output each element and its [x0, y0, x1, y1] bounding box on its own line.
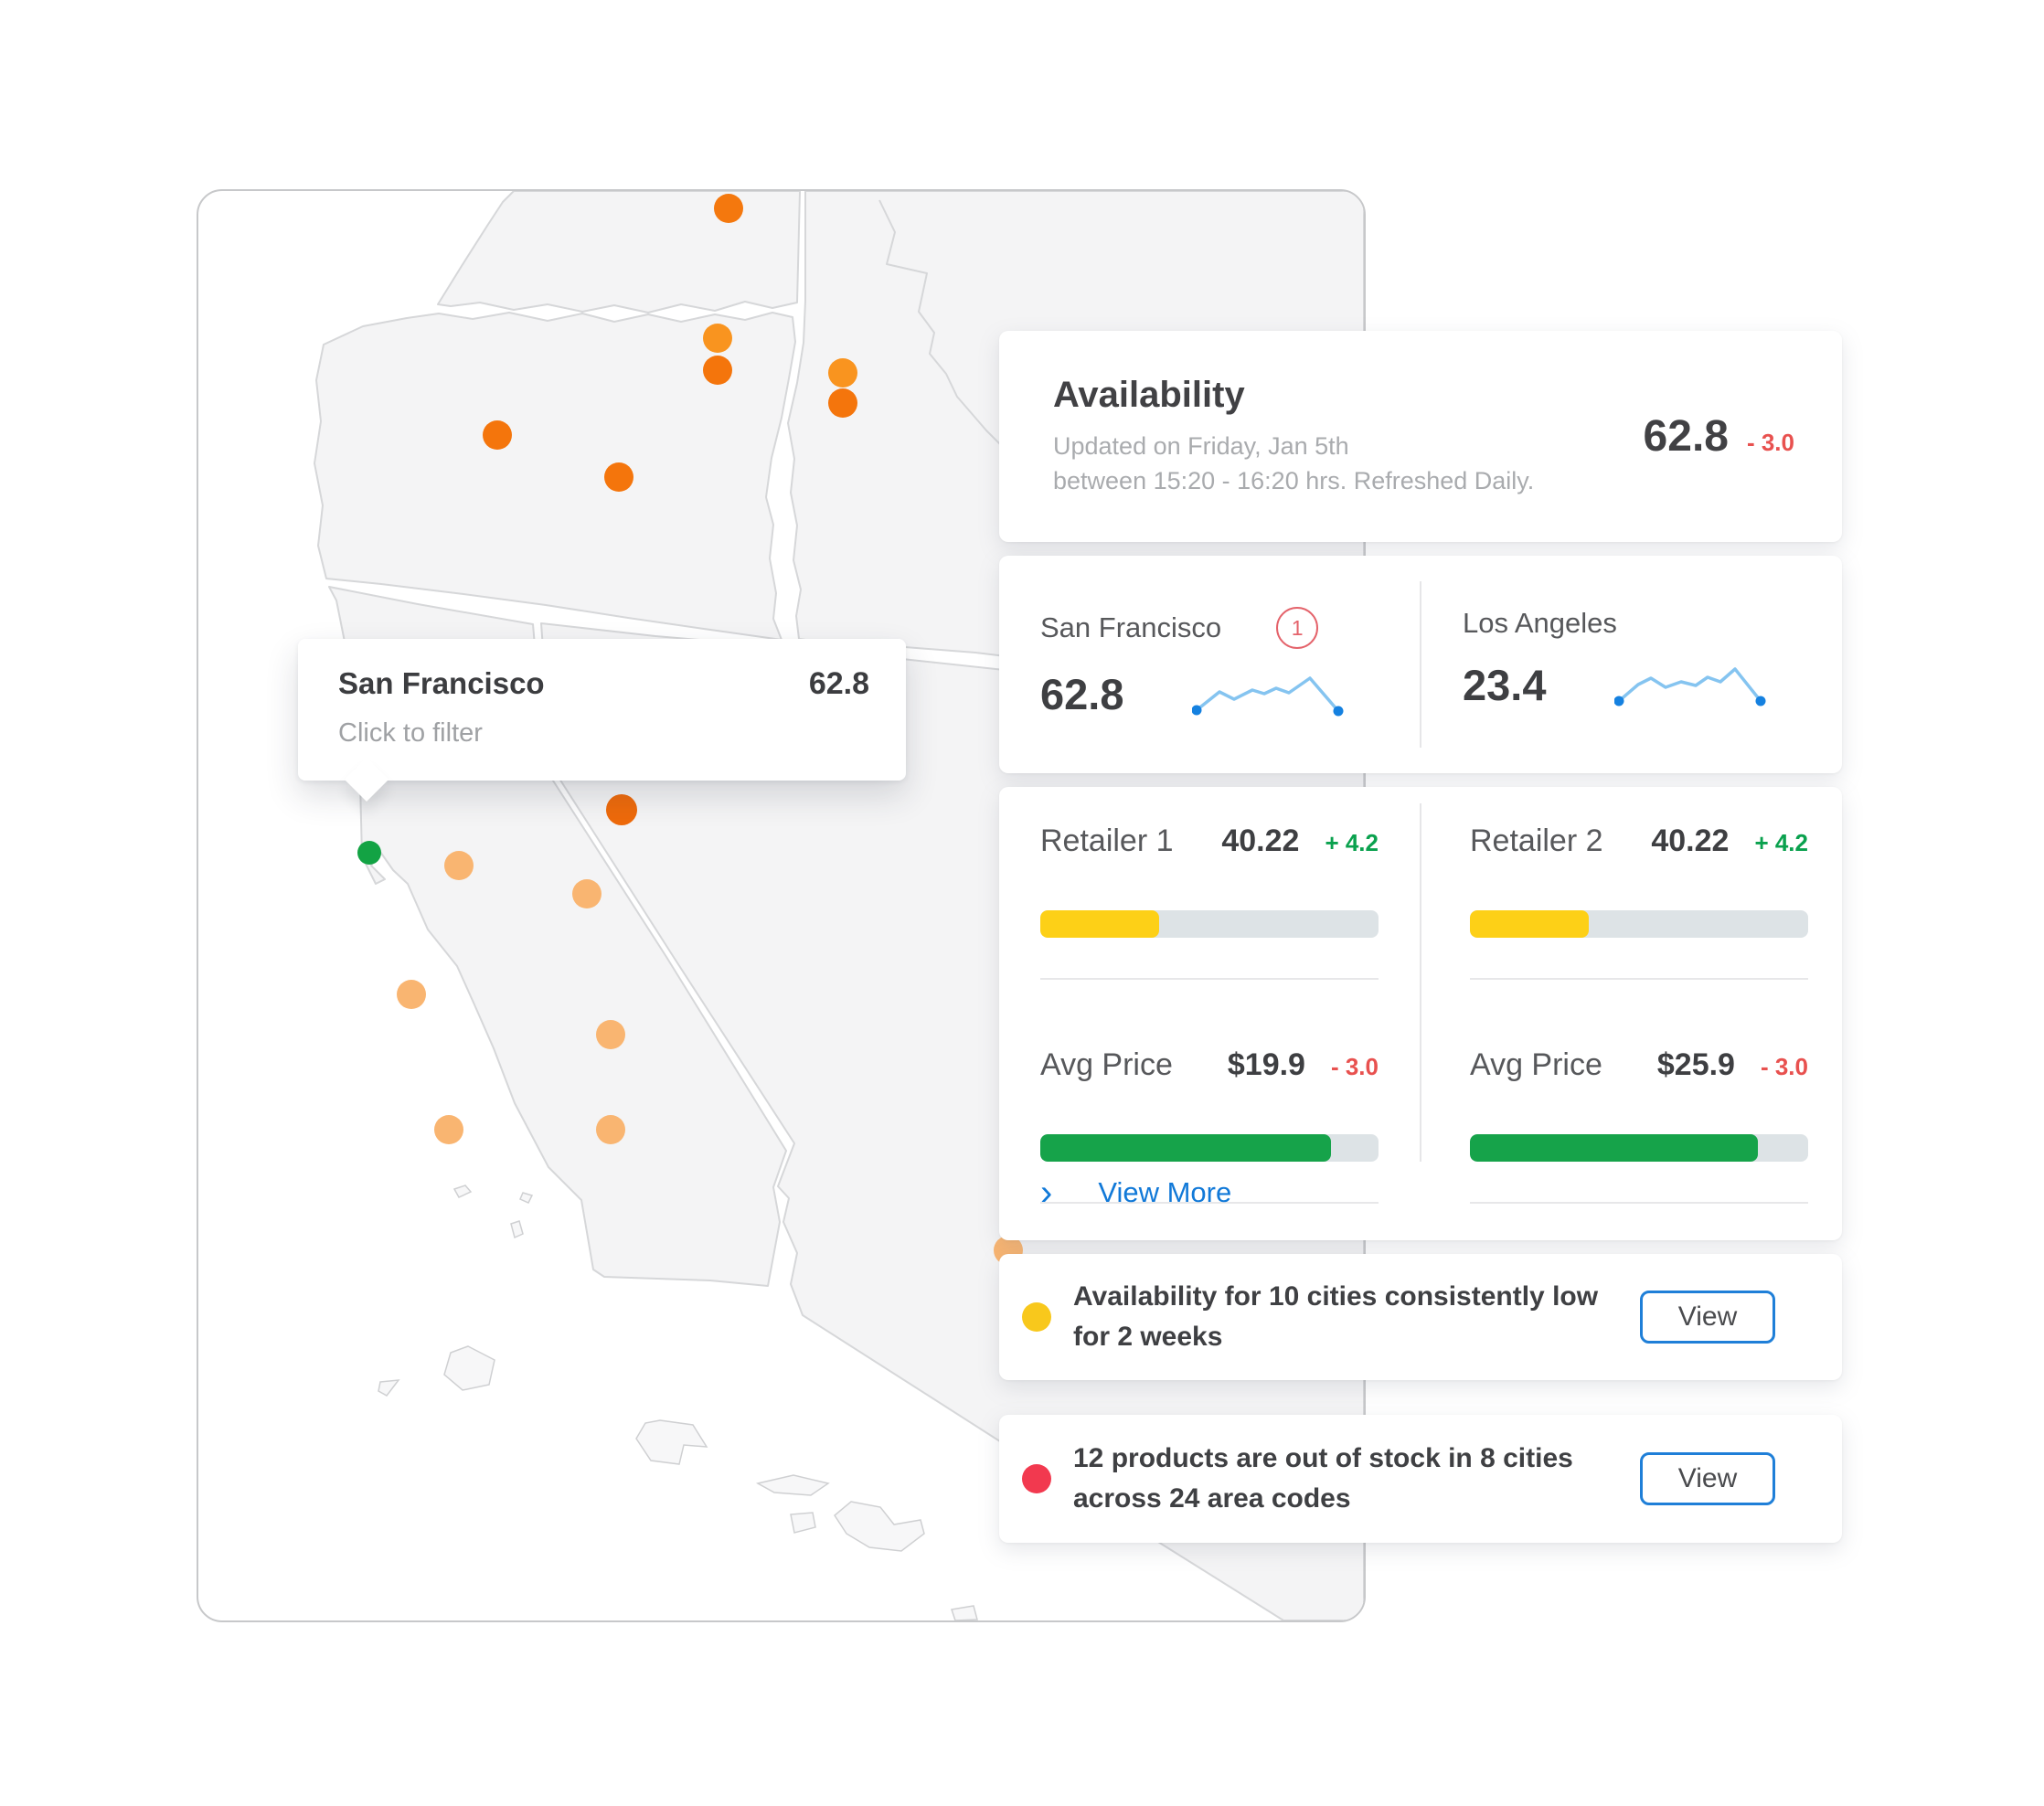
city-marker-dot-low[interactable]	[714, 194, 743, 223]
alert-count-badge[interactable]: 1	[1276, 607, 1319, 649]
alert-text: Availability for 10 cities consistently …	[1073, 1281, 1599, 1352]
vertical-divider	[1420, 803, 1421, 1162]
city-value: 62.8	[1040, 670, 1124, 718]
retailer-progress-fill	[1040, 910, 1159, 938]
horizontal-divider	[1470, 978, 1808, 980]
city-marker-dot-low[interactable]	[828, 358, 857, 388]
retailer-progress-fill	[1470, 910, 1589, 938]
chevron-right-icon: ›	[1040, 1173, 1053, 1213]
city-marker-dot-medium[interactable]	[596, 1020, 625, 1049]
city-marker-dot-medium[interactable]	[596, 1115, 625, 1144]
city-block-san-francisco[interactable]: San Francisco 1 62.8	[999, 556, 1379, 773]
alert-row-out-of-stock: 12 products are out of stock in 8 cities…	[999, 1415, 1842, 1543]
availability-title: Availability	[1053, 375, 1245, 415]
city-marker-dot-low[interactable]	[606, 794, 637, 825]
city-name: San Francisco	[1040, 611, 1222, 643]
critical-dot-icon	[1022, 1464, 1051, 1493]
avg-price-progress-fill	[1470, 1134, 1758, 1162]
vertical-divider	[1420, 581, 1421, 748]
view-button[interactable]: View	[1640, 1291, 1775, 1344]
horizontal-divider	[1040, 978, 1379, 980]
view-more-link[interactable]: › View More	[1040, 1173, 1232, 1213]
horizontal-divider	[1040, 1202, 1379, 1204]
availability-updated-line2: between 15:20 - 16:20 hrs. Refreshed Dai…	[1053, 467, 1535, 494]
alert-row-availability-low: Availability for 10 cities consistently …	[999, 1254, 1842, 1380]
alert-text: 12 products are out of stock in 8 cities…	[1073, 1443, 1573, 1514]
avg-price-progress-fill	[1040, 1134, 1332, 1162]
retailer-value: 40.22	[1221, 823, 1300, 858]
availability-summary-card: Availability Updated on Friday, Jan 5th …	[999, 331, 1842, 542]
sparkline-endpoint-dot	[1755, 696, 1766, 706]
availability-updated-line1: Updated on Friday, Jan 5th	[1053, 432, 1349, 460]
map-region-oregon	[314, 312, 796, 641]
city-marker-dot-low[interactable]	[703, 324, 732, 353]
availability-delta: - 3.0	[1746, 429, 1794, 456]
view-more-label: View More	[1098, 1176, 1232, 1208]
city-marker-dot-medium[interactable]	[434, 1115, 463, 1144]
avg-price-value: $25.9	[1656, 1047, 1735, 1082]
sparkline-chart	[1614, 666, 1766, 706]
avg-price-label: Avg Price	[1040, 1047, 1173, 1082]
metrics-column-retailer-1: Retailer 1 40.22 + 4.2 Avg Price $19.9 -…	[999, 787, 1421, 1240]
city-value: 23.4	[1463, 661, 1547, 709]
city-marker-dot-low[interactable]	[703, 356, 732, 385]
city-block-los-angeles[interactable]: Los Angeles 23.4	[1421, 556, 1802, 773]
availability-value: 62.8	[1643, 412, 1729, 461]
retailer-progress-track	[1040, 910, 1379, 938]
sparkline-chart	[1192, 675, 1344, 716]
map-channel-islands	[378, 1185, 978, 1620]
avg-price-progress-track	[1040, 1134, 1379, 1162]
retailer-delta: + 4.2	[1325, 829, 1379, 856]
map-tooltip-san-francisco[interactable]: San Francisco 62.8 Click to filter	[298, 639, 906, 802]
horizontal-divider	[1470, 1202, 1808, 1204]
metrics-column-retailer-2: Retailer 2 40.22 + 4.2 Avg Price $25.9 -…	[1421, 787, 1842, 1240]
retailer-progress-track	[1470, 910, 1808, 938]
sparkline-endpoint-dot	[1333, 706, 1344, 716]
retailer-metrics-card: Retailer 1 40.22 + 4.2 Avg Price $19.9 -…	[999, 787, 1842, 1240]
sparkline-endpoint-dot	[1192, 705, 1202, 715]
city-marker-dot-selected-san-francisco[interactable]	[357, 841, 381, 865]
city-marker-dot-low[interactable]	[483, 420, 512, 450]
avg-price-label: Avg Price	[1470, 1047, 1602, 1082]
tooltip-hint: Click to filter	[338, 718, 483, 748]
city-marker-dot-medium[interactable]	[397, 980, 426, 1009]
warning-dot-icon	[1022, 1302, 1051, 1332]
tooltip-city-name: San Francisco	[338, 666, 545, 700]
avg-price-delta: - 3.0	[1760, 1053, 1808, 1080]
retailer-label: Retailer 2	[1470, 823, 1603, 858]
sparkline-endpoint-dot	[1614, 696, 1624, 706]
map-region-washington	[437, 191, 801, 313]
retailer-label: Retailer 1	[1040, 823, 1174, 858]
tooltip-city-value: 62.8	[808, 666, 869, 701]
city-markers-layer	[357, 194, 1023, 1265]
city-marker-dot-low[interactable]	[604, 462, 633, 492]
view-button[interactable]: View	[1640, 1452, 1775, 1505]
cities-card: San Francisco 1 62.8 Los Angeles 23.4	[999, 556, 1842, 773]
avg-price-value: $19.9	[1227, 1047, 1305, 1082]
retailer-value: 40.22	[1651, 823, 1730, 858]
avg-price-progress-track	[1470, 1134, 1808, 1162]
city-name: Los Angeles	[1463, 607, 1617, 639]
city-marker-dot-low[interactable]	[828, 388, 857, 418]
retailer-delta: + 4.2	[1754, 829, 1808, 856]
city-marker-dot-medium[interactable]	[572, 879, 601, 908]
city-marker-dot-medium[interactable]	[444, 851, 474, 880]
avg-price-delta: - 3.0	[1330, 1053, 1379, 1080]
